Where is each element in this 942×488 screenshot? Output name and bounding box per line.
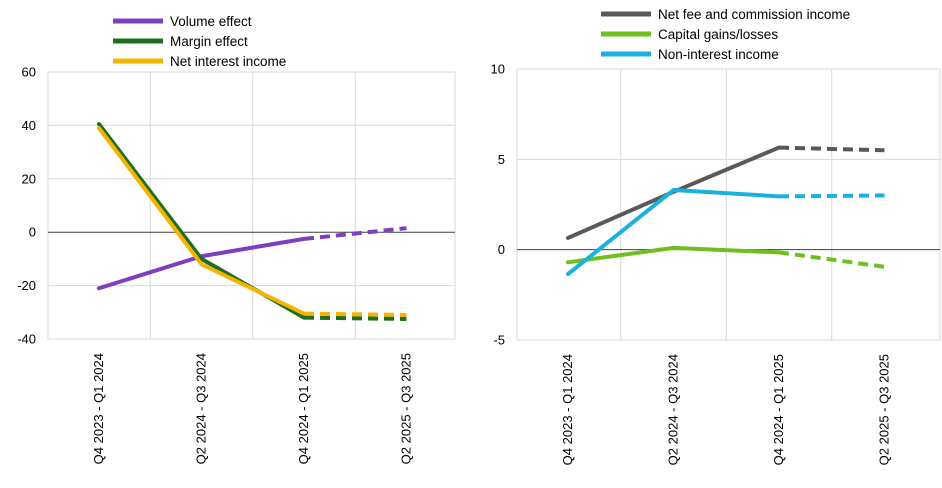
y-tick-label: 0 bbox=[29, 225, 36, 240]
series-projection-line-2 bbox=[778, 250, 885, 269]
y-tick-label: 5 bbox=[498, 152, 505, 167]
y-tick-label: -5 bbox=[493, 333, 505, 348]
legend-label-3: Non-interest income bbox=[658, 47, 779, 62]
x-tick-label: Q4 2023 - Q1 2024 bbox=[91, 353, 106, 464]
series-line-3 bbox=[566, 188, 781, 277]
y-tick-label: -40 bbox=[17, 332, 36, 347]
y-tick-label: 60 bbox=[22, 65, 36, 80]
legend-label-1: Volume effect bbox=[170, 14, 252, 29]
series-projection-line-3 bbox=[778, 193, 885, 199]
x-tick-label: Q4 2024 - Q1 2025 bbox=[296, 353, 311, 464]
chart-panel-1: -40 -20 0 20 40 60 Q4 2023 - Q1 2024 Q2 2024 - … bbox=[17, 14, 456, 464]
series-line-2 bbox=[97, 122, 306, 320]
series-projection-line-2 bbox=[303, 315, 407, 321]
series-projection-line-3 bbox=[303, 311, 407, 317]
legend-label-2: Margin effect bbox=[170, 34, 248, 49]
x-tick-label: Q4 2024 - Q1 2025 bbox=[771, 354, 786, 465]
x-tick-label: Q2 2025 - Q3 2025 bbox=[399, 353, 414, 464]
y-tick-label: 0 bbox=[498, 242, 505, 257]
series-projection-line-1 bbox=[778, 145, 885, 153]
x-tick-label: Q2 2025 - Q3 2025 bbox=[877, 354, 892, 465]
y-tick-label: 10 bbox=[491, 62, 505, 77]
x-tick-label: Q4 2023 - Q1 2024 bbox=[560, 354, 575, 465]
y-tick-label: 20 bbox=[22, 171, 36, 186]
legend-label-1: Net fee and commission income bbox=[658, 7, 850, 22]
series-projection-line-1 bbox=[303, 226, 407, 241]
chart-panel-2: -5 0 5 10 Q4 2023 - Q1 2024 Q2 2024 - Q3 2024… bbox=[491, 7, 941, 465]
x-tick-label: Q2 2024 - Q3 2024 bbox=[194, 353, 209, 464]
legend-label-3: Net interest income bbox=[170, 54, 286, 69]
y-tick-label: -20 bbox=[17, 278, 36, 293]
y-tick-label: 40 bbox=[22, 118, 36, 133]
legend-label-2: Capital gains/losses bbox=[658, 27, 778, 42]
x-tick-label: Q2 2024 - Q3 2024 bbox=[666, 354, 681, 465]
